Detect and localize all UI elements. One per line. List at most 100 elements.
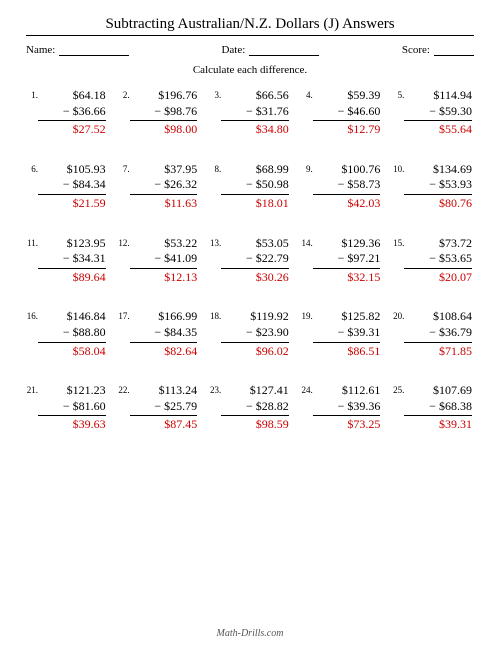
problem-stack: $66.56− $31.76$34.80	[221, 88, 293, 138]
subtrahend: − $34.31	[38, 251, 106, 269]
problem-number: 23.	[207, 383, 221, 395]
answer: $20.07	[404, 269, 472, 286]
answer: $32.15	[313, 269, 381, 286]
problem-number: 22.	[116, 383, 130, 395]
answer: $21.59	[38, 195, 106, 212]
header-row: Name: Date: Score:	[20, 44, 480, 56]
problem-stack: $64.18− $36.66$27.52	[38, 88, 110, 138]
minuend: $73.72	[404, 236, 472, 252]
problem: 25.$107.69− $68.38$39.31	[390, 383, 476, 433]
problem-stack: $37.95− $26.32$11.63	[130, 162, 202, 212]
problem-number: 15.	[390, 236, 404, 248]
answer: $12.79	[313, 121, 381, 138]
answer: $73.25	[313, 416, 381, 433]
problem-number: 9.	[299, 162, 313, 174]
problem-number: 21.	[24, 383, 38, 395]
problem-number: 16.	[24, 309, 38, 321]
answer: $98.59	[221, 416, 289, 433]
problem-stack: $125.82− $39.31$86.51	[313, 309, 385, 359]
answer: $39.31	[404, 416, 472, 433]
answer: $55.64	[404, 121, 472, 138]
answer: $42.03	[313, 195, 381, 212]
problem-number: 10.	[390, 162, 404, 174]
problem: 5.$114.94− $59.30$55.64	[390, 88, 476, 138]
problem-number: 7.	[116, 162, 130, 174]
minuend: $119.92	[221, 309, 289, 325]
problem-stack: $127.41− $28.82$98.59	[221, 383, 293, 433]
subtrahend: − $39.36	[313, 399, 381, 417]
problem: 11.$123.95− $34.31$89.64	[24, 236, 110, 286]
answer: $39.63	[38, 416, 106, 433]
answer: $30.26	[221, 269, 289, 286]
subtrahend: − $84.35	[130, 325, 198, 343]
problem-stack: $129.36− $97.21$32.15	[313, 236, 385, 286]
problem: 8.$68.99− $50.98$18.01	[207, 162, 293, 212]
problem-stack: $166.99− $84.35$82.64	[130, 309, 202, 359]
subtrahend: − $46.60	[313, 104, 381, 122]
problem: 13.$53.05− $22.79$30.26	[207, 236, 293, 286]
minuend: $166.99	[130, 309, 198, 325]
problem-stack: $196.76− $98.76$98.00	[130, 88, 202, 138]
problem: 1.$64.18− $36.66$27.52	[24, 88, 110, 138]
minuend: $196.76	[130, 88, 198, 104]
answer: $18.01	[221, 195, 289, 212]
subtrahend: − $31.76	[221, 104, 289, 122]
subtrahend: − $84.34	[38, 177, 106, 195]
problem-number: 24.	[299, 383, 313, 395]
problem-number: 2.	[116, 88, 130, 100]
minuend: $53.22	[130, 236, 198, 252]
problem-stack: $53.22− $41.09$12.13	[130, 236, 202, 286]
subtrahend: − $53.65	[404, 251, 472, 269]
problem: 12.$53.22− $41.09$12.13	[116, 236, 202, 286]
subtrahend: − $28.82	[221, 399, 289, 417]
problem-number: 17.	[116, 309, 130, 321]
problem: 7.$37.95− $26.32$11.63	[116, 162, 202, 212]
problem-number: 19.	[299, 309, 313, 321]
minuend: $127.41	[221, 383, 289, 399]
problem-stack: $119.92− $23.90$96.02	[221, 309, 293, 359]
answer: $96.02	[221, 343, 289, 360]
problem-stack: $73.72− $53.65$20.07	[404, 236, 476, 286]
problem-stack: $105.93− $84.34$21.59	[38, 162, 110, 212]
name-blank[interactable]	[59, 44, 129, 56]
subtrahend: − $58.73	[313, 177, 381, 195]
problem-stack: $113.24− $25.79$87.45	[130, 383, 202, 433]
subtrahend: − $36.66	[38, 104, 106, 122]
problem-stack: $134.69− $53.93$80.76	[404, 162, 476, 212]
answer: $89.64	[38, 269, 106, 286]
name-label: Name:	[26, 44, 55, 56]
problem: 20.$108.64− $36.79$71.85	[390, 309, 476, 359]
title-rule	[26, 35, 474, 36]
worksheet: Subtracting Australian/N.Z. Dollars (J) …	[0, 0, 500, 647]
problem: 15.$73.72− $53.65$20.07	[390, 236, 476, 286]
problem-number: 20.	[390, 309, 404, 321]
problem: 17.$166.99− $84.35$82.64	[116, 309, 202, 359]
subtrahend: − $50.98	[221, 177, 289, 195]
score-blank[interactable]	[434, 44, 474, 56]
minuend: $112.61	[313, 383, 381, 399]
problem-stack: $100.76− $58.73$42.03	[313, 162, 385, 212]
date-blank[interactable]	[249, 44, 319, 56]
minuend: $66.56	[221, 88, 289, 104]
minuend: $37.95	[130, 162, 198, 178]
problem-stack: $53.05− $22.79$30.26	[221, 236, 293, 286]
page-title: Subtracting Australian/N.Z. Dollars (J) …	[20, 16, 480, 33]
subtrahend: − $39.31	[313, 325, 381, 343]
subtrahend: − $22.79	[221, 251, 289, 269]
problem-stack: $107.69− $68.38$39.31	[404, 383, 476, 433]
problem-number: 6.	[24, 162, 38, 174]
answer: $71.85	[404, 343, 472, 360]
problem: 16.$146.84− $88.80$58.04	[24, 309, 110, 359]
problem-stack: $114.94− $59.30$55.64	[404, 88, 476, 138]
problem: 2.$196.76− $98.76$98.00	[116, 88, 202, 138]
problem-grid: 1.$64.18− $36.66$27.522.$196.76− $98.76$…	[20, 88, 480, 433]
subtrahend: − $25.79	[130, 399, 198, 417]
problem-stack: $121.23− $81.60$39.63	[38, 383, 110, 433]
minuend: $134.69	[404, 162, 472, 178]
minuend: $114.94	[404, 88, 472, 104]
minuend: $129.36	[313, 236, 381, 252]
problem-number: 11.	[24, 236, 38, 248]
problem-number: 12.	[116, 236, 130, 248]
problem: 18.$119.92− $23.90$96.02	[207, 309, 293, 359]
problem-stack: $123.95− $34.31$89.64	[38, 236, 110, 286]
